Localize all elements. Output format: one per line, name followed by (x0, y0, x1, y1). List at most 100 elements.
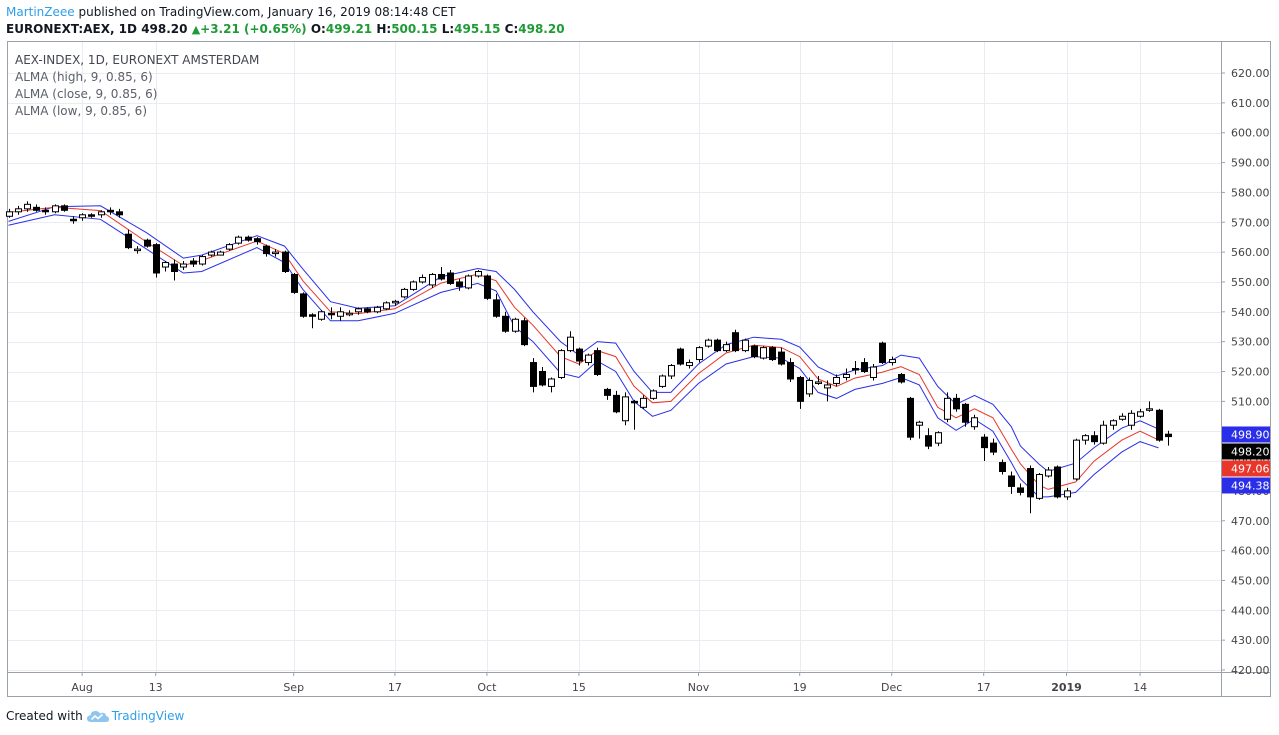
candle[interactable] (116, 208, 123, 218)
candle[interactable] (419, 274, 426, 284)
candle[interactable] (429, 272, 436, 288)
candle[interactable] (1119, 413, 1126, 421)
candle[interactable] (1054, 465, 1061, 499)
candle[interactable] (944, 392, 951, 423)
candle[interactable] (971, 414, 978, 430)
candle[interactable] (769, 346, 776, 362)
candle[interactable] (879, 341, 886, 365)
candle[interactable] (15, 205, 22, 215)
candle[interactable] (870, 364, 877, 381)
candle[interactable] (843, 368, 850, 381)
candle[interactable] (981, 434, 988, 462)
candle[interactable] (337, 307, 344, 321)
candle[interactable] (346, 310, 353, 317)
candle[interactable] (24, 201, 31, 212)
candle[interactable] (1110, 419, 1117, 430)
candle[interactable] (521, 317, 528, 347)
candle[interactable] (659, 374, 666, 388)
candle[interactable] (824, 380, 831, 402)
candle[interactable] (631, 399, 638, 430)
candle[interactable] (392, 299, 399, 306)
candle[interactable] (98, 210, 105, 218)
candle[interactable] (815, 375, 822, 385)
candle[interactable] (484, 274, 491, 300)
candle[interactable] (282, 250, 289, 273)
candle[interactable] (226, 243, 233, 251)
candle[interactable] (696, 346, 703, 363)
candle[interactable] (1073, 438, 1080, 481)
candle[interactable] (604, 387, 611, 400)
candle[interactable] (410, 280, 417, 291)
chart-frame[interactable] (7, 41, 1271, 697)
candle[interactable] (134, 246, 141, 254)
candle[interactable] (70, 216, 77, 224)
candle[interactable] (456, 278, 463, 291)
candle[interactable] (309, 313, 316, 329)
candle[interactable] (622, 392, 629, 426)
candle[interactable] (1008, 471, 1015, 494)
candle[interactable] (291, 272, 298, 294)
candle[interactable] (1128, 410, 1135, 430)
candle[interactable] (171, 259, 178, 281)
candle[interactable] (953, 393, 960, 412)
candle[interactable] (318, 310, 325, 321)
candle[interactable] (1064, 487, 1071, 500)
candle[interactable] (567, 331, 574, 353)
candle[interactable] (272, 249, 279, 257)
candle[interactable] (751, 344, 758, 359)
candle[interactable] (999, 459, 1006, 475)
candle[interactable] (539, 367, 546, 387)
candle[interactable] (530, 358, 537, 393)
candle[interactable] (254, 237, 261, 245)
legend-alma-low[interactable]: ALMA (low, 9, 0.85, 6) (15, 104, 147, 118)
candle[interactable] (576, 347, 583, 366)
candle[interactable] (190, 258, 197, 268)
candle[interactable] (208, 250, 215, 257)
candle[interactable] (760, 346, 767, 360)
candle[interactable] (263, 244, 270, 257)
candle[interactable] (907, 396, 914, 441)
candle[interactable] (1156, 408, 1163, 442)
candle[interactable] (180, 261, 187, 271)
candle[interactable] (79, 213, 86, 221)
candle[interactable] (107, 207, 114, 215)
candle[interactable] (144, 238, 151, 248)
candle[interactable] (1137, 408, 1144, 418)
x-axis[interactable]: Aug 13 Sep 17 Oct 15 Nov 19 Dec 17 2019 14 (71, 672, 1147, 694)
candle[interactable] (916, 420, 923, 439)
candle[interactable] (475, 270, 482, 278)
candle[interactable] (1091, 431, 1098, 445)
legend-alma-close[interactable]: ALMA (close, 9, 0.85, 6) (15, 87, 158, 101)
candle[interactable] (935, 431, 942, 447)
candle[interactable] (650, 389, 657, 400)
candle[interactable] (962, 402, 969, 427)
candle[interactable] (742, 338, 749, 353)
candle[interactable] (199, 255, 206, 266)
candle[interactable] (889, 356, 896, 366)
candle[interactable] (88, 213, 95, 218)
candle[interactable] (723, 341, 730, 353)
candle[interactable] (383, 301, 390, 311)
legend-alma-high[interactable]: ALMA (high, 9, 0.85, 6) (15, 70, 153, 84)
candle[interactable] (668, 364, 675, 379)
candle[interactable] (493, 293, 500, 318)
candle[interactable] (898, 372, 905, 384)
candle[interactable] (714, 338, 721, 353)
candle[interactable] (6, 208, 13, 218)
candle[interactable] (852, 361, 859, 375)
candle[interactable] (558, 349, 565, 379)
candle[interactable] (162, 261, 169, 272)
candle[interactable] (1027, 465, 1034, 514)
candle[interactable] (217, 250, 224, 256)
candle[interactable] (61, 204, 68, 212)
candle[interactable] (613, 390, 620, 414)
candle[interactable] (401, 287, 408, 299)
candle[interactable] (677, 347, 684, 366)
candle[interactable] (778, 347, 785, 366)
candle[interactable] (1045, 467, 1052, 478)
candle[interactable] (235, 235, 242, 245)
candle[interactable] (1100, 420, 1107, 445)
tradingview-brand[interactable]: TradingView (111, 709, 185, 723)
candle[interactable] (42, 207, 49, 215)
